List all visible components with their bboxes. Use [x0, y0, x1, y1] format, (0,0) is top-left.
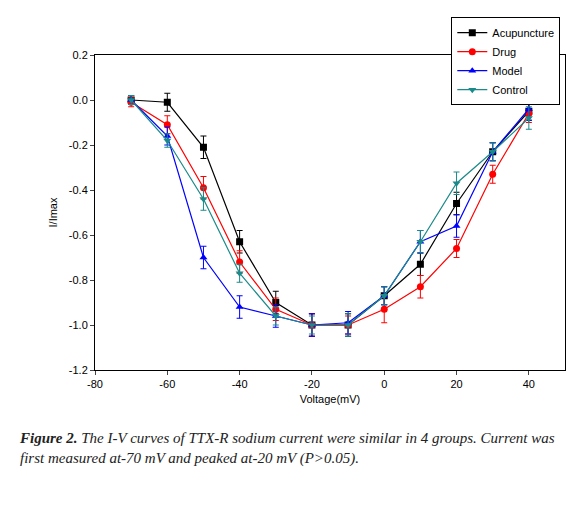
svg-text:-60: -60	[159, 378, 175, 390]
svg-text:Control: Control	[492, 84, 527, 96]
svg-text:Drug: Drug	[492, 46, 516, 58]
svg-text:-20: -20	[304, 378, 320, 390]
svg-text:40: 40	[523, 378, 535, 390]
svg-text:-0.4: -0.4	[69, 184, 88, 196]
html-text:Figure 2. The I-V curves of TT: Figure 2. The I-V curves of TTX-R sodium…	[20, 430, 555, 466]
svg-text:-0.8: -0.8	[69, 274, 88, 286]
svg-text:-40: -40	[232, 378, 248, 390]
svg-text:-1.2: -1.2	[69, 364, 88, 376]
svg-text:20: 20	[450, 378, 462, 390]
svg-text:-0.2: -0.2	[69, 139, 88, 151]
svg-text:-1.0: -1.0	[69, 319, 88, 331]
svg-text:-0.6: -0.6	[69, 229, 88, 241]
svg-text:0: 0	[381, 378, 387, 390]
svg-text:Acupuncture: Acupuncture	[492, 27, 554, 39]
svg-text:Model: Model	[492, 65, 522, 77]
svg-text:I/Imax: I/Imax	[47, 197, 59, 227]
svg-text:-80: -80	[87, 378, 103, 390]
svg-text:0.2: 0.2	[73, 49, 88, 61]
svg-text:0.0: 0.0	[73, 94, 88, 106]
svg-text:Voltage(mV): Voltage(mV)	[300, 393, 361, 405]
